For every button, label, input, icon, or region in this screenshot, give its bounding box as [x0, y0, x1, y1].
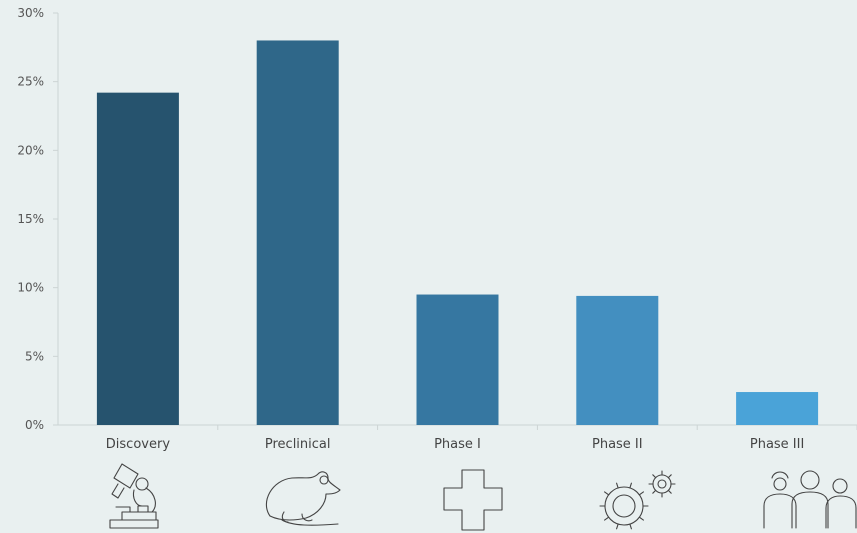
x-category-label: Phase II [592, 437, 643, 452]
x-category-label: Preclinical [265, 437, 331, 452]
bar-phase-iii [736, 392, 819, 425]
y-tick-label: 10% [17, 281, 44, 295]
y-tick-label: 5% [25, 349, 44, 363]
y-tick-label: 20% [17, 143, 44, 157]
microscope-icon [109, 463, 159, 529]
gears-icon [599, 470, 676, 530]
x-category-label: Discovery [106, 437, 171, 452]
y-tick-label: 25% [17, 75, 44, 89]
people-icon [763, 470, 857, 529]
medical-cross-icon [443, 469, 503, 531]
bar-discovery [96, 92, 179, 426]
rat-icon [265, 471, 341, 526]
y-tick-label: 30% [17, 6, 44, 20]
bar-preclinical [256, 40, 339, 425]
x-category-label: Phase I [434, 437, 481, 452]
x-category-label: Phase III [750, 437, 804, 452]
bar-phase-i [416, 294, 499, 425]
bar-phase-ii [576, 295, 659, 425]
y-tick-label: 0% [25, 418, 44, 432]
y-tick-label: 15% [17, 212, 44, 226]
